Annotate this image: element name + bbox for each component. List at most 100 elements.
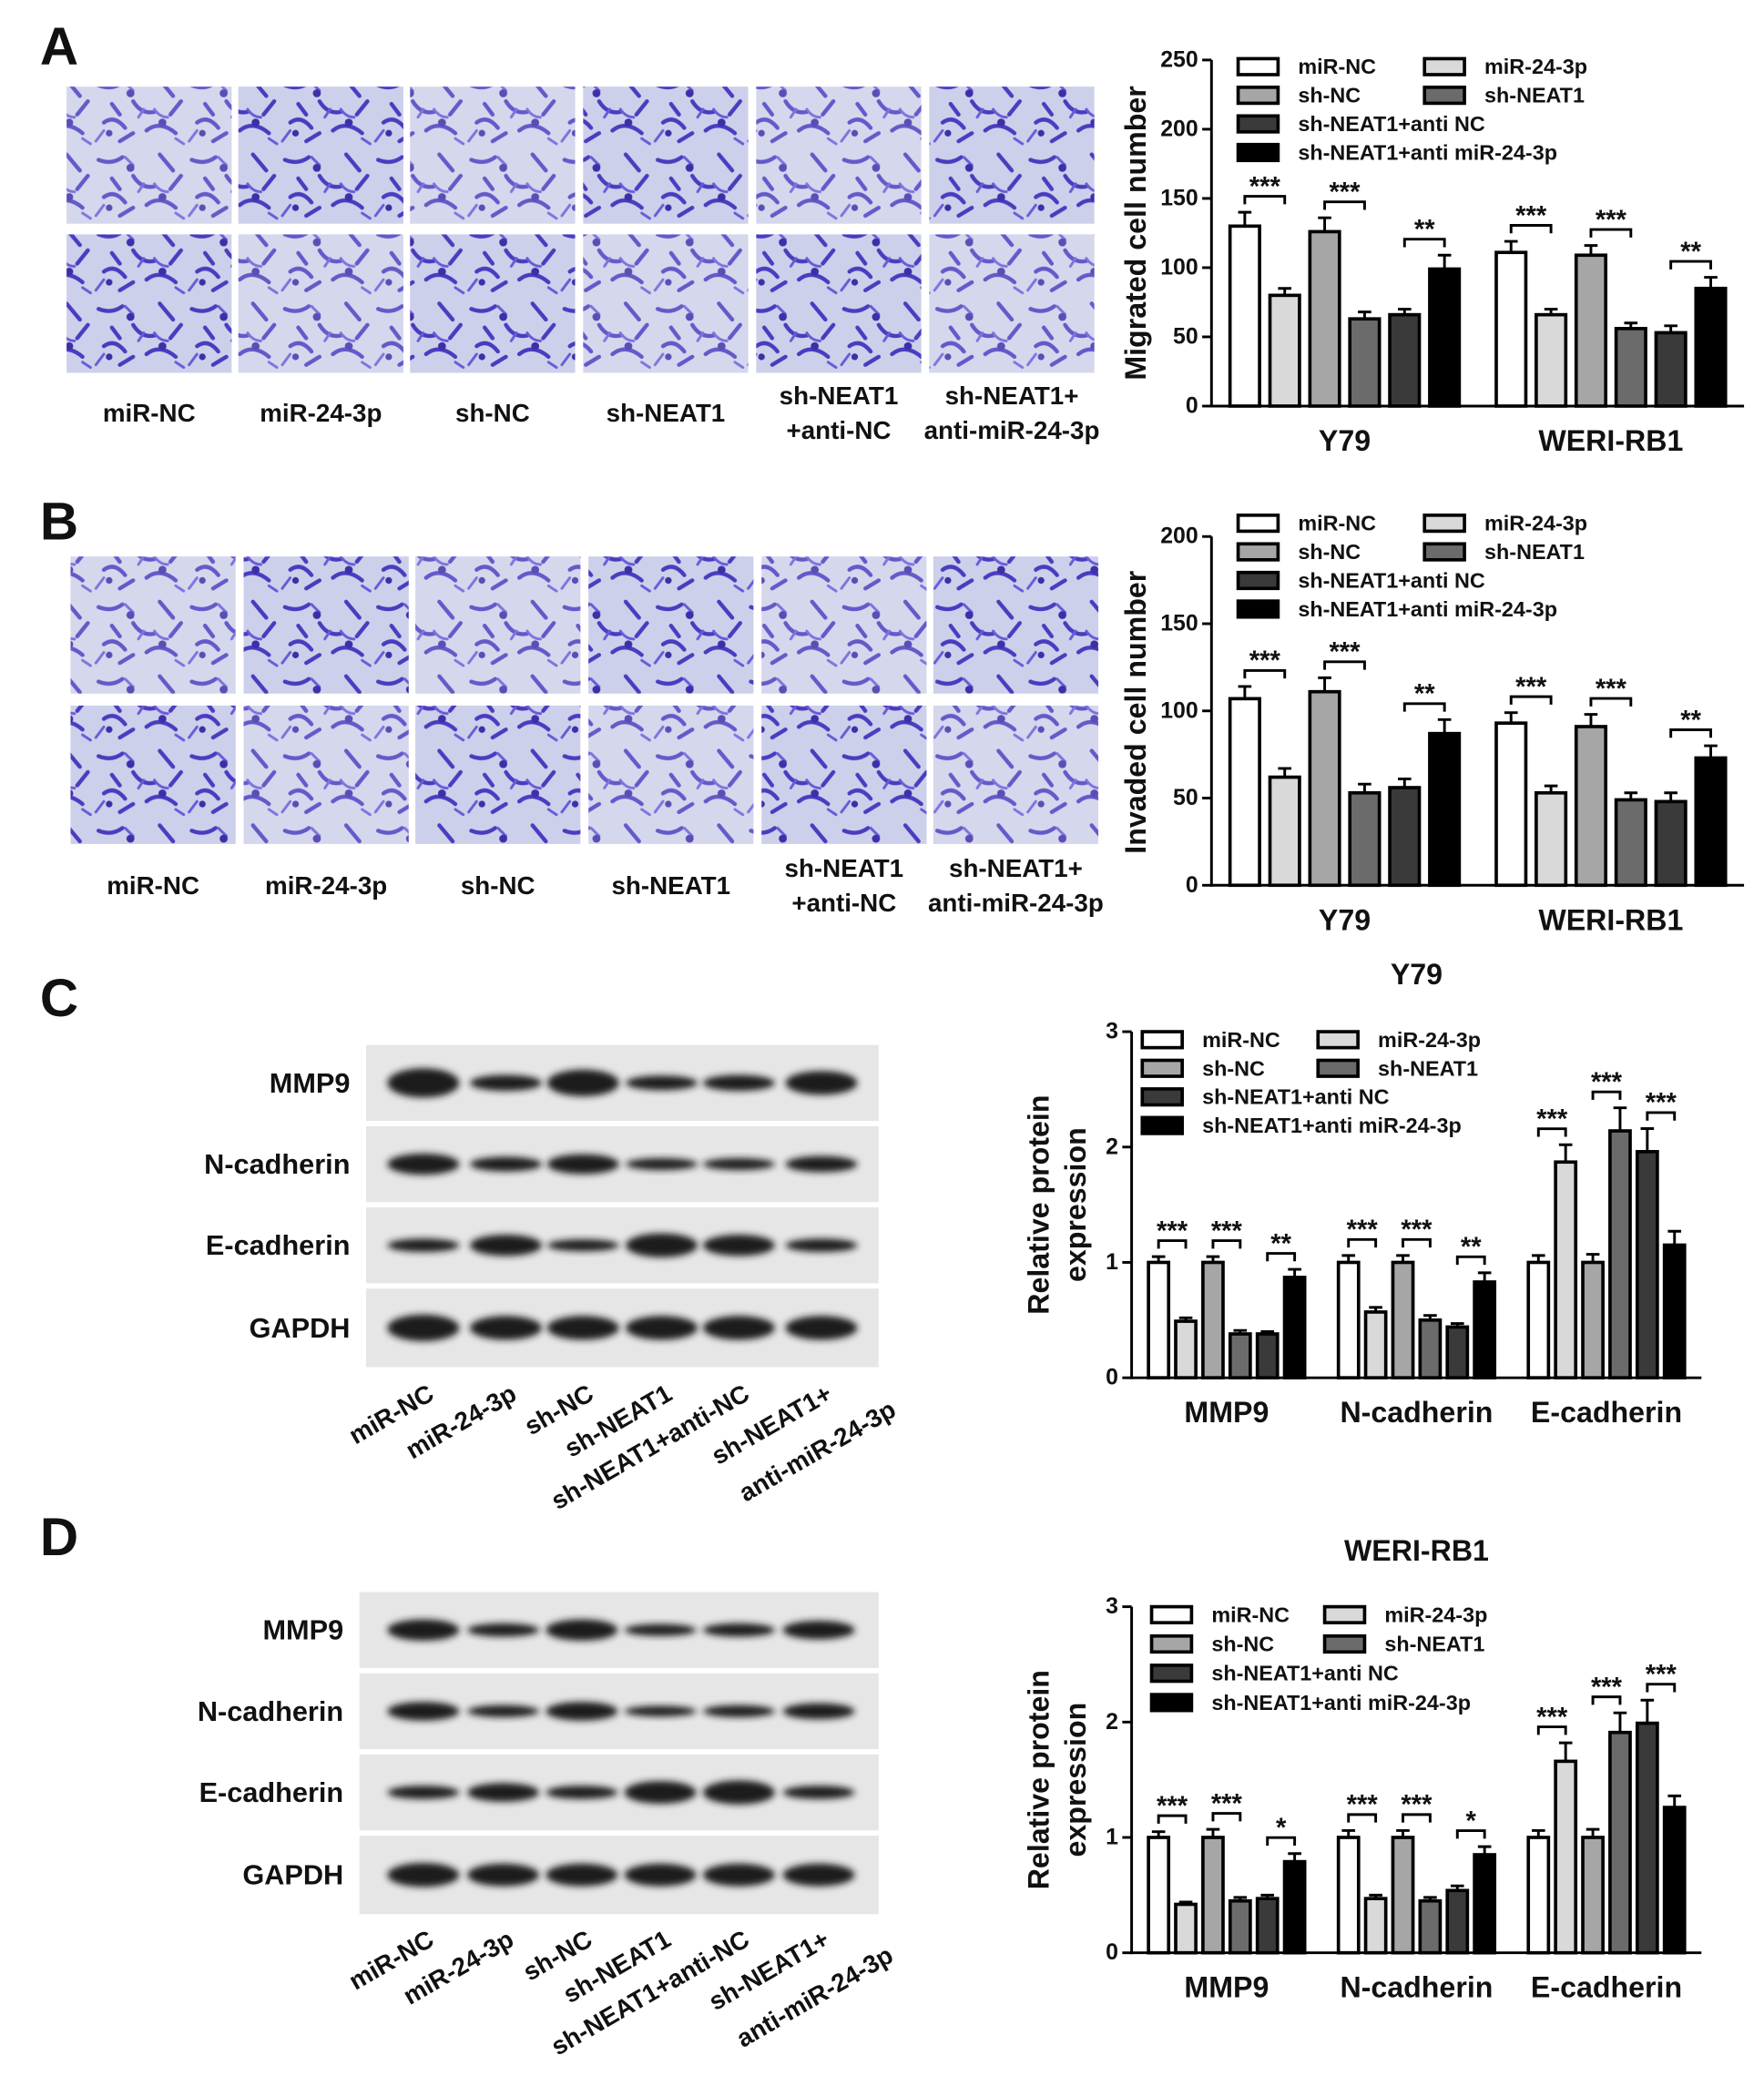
legend-swatch — [1149, 1693, 1194, 1713]
blot-row-label: E-cadherin — [199, 1776, 344, 1808]
blot-band — [546, 1863, 618, 1887]
image-label: +anti-NC — [791, 889, 896, 917]
legend-label: sh-NEAT1+anti miR-24-3p — [1211, 1691, 1471, 1715]
significance-label: ** — [1680, 238, 1701, 267]
chart-title: WERI-RB1 — [1344, 1534, 1489, 1567]
significance-bracket — [1402, 702, 1446, 712]
bar — [1308, 229, 1341, 408]
legend-swatch — [1422, 514, 1466, 534]
legend-label: miR-NC — [1298, 55, 1376, 78]
error-bar — [1704, 276, 1718, 289]
micrograph — [66, 86, 232, 224]
y-tick-label: 150 — [1160, 186, 1198, 210]
x-tick-label: WERI-RB1 — [1538, 424, 1683, 457]
significance-label: ** — [1414, 680, 1435, 709]
bar — [1268, 293, 1301, 408]
blot-band — [624, 1781, 697, 1804]
blot-band — [467, 1704, 540, 1717]
bar — [1282, 1859, 1307, 1955]
bar — [1336, 1260, 1361, 1379]
y-tick-label: 0 — [1106, 1940, 1118, 1965]
y-tick-label: 200 — [1160, 524, 1198, 549]
bar — [1694, 286, 1728, 408]
legend-swatch — [1322, 1604, 1367, 1624]
blot-band — [387, 1786, 460, 1799]
blot-band — [546, 1069, 619, 1096]
legend-swatch — [1236, 114, 1280, 134]
y-axis-label: expression — [1059, 1703, 1092, 1857]
y-tick-label: 0 — [1186, 873, 1198, 898]
y-tick-label: 1 — [1106, 1250, 1118, 1275]
blot-band — [702, 1074, 775, 1092]
legend-label: miR-NC — [1202, 1028, 1280, 1052]
blot-band — [470, 1235, 542, 1257]
significance-bracket — [1455, 1255, 1486, 1266]
bar — [1308, 689, 1341, 888]
bar — [1201, 1260, 1225, 1379]
micrograph — [410, 86, 576, 224]
micrograph — [66, 234, 232, 373]
significance-bracket — [1402, 1813, 1432, 1823]
bar — [1391, 1836, 1415, 1955]
legend-label: sh-NC — [1202, 1056, 1265, 1080]
bar — [1348, 790, 1382, 888]
blot-band — [702, 1704, 775, 1717]
y-tick-label: 100 — [1160, 698, 1198, 723]
legend-swatch — [1140, 1058, 1184, 1078]
significance-bracket — [1323, 660, 1366, 670]
blot-band — [624, 1705, 697, 1717]
blot-band — [785, 1155, 858, 1173]
significance-bracket — [1347, 1237, 1378, 1248]
bar — [1473, 1280, 1497, 1379]
micrograph — [756, 86, 922, 224]
significance-label: * — [1466, 1806, 1477, 1836]
image-label: sh-NEAT1+ — [945, 382, 1079, 410]
significance-label: *** — [1536, 1703, 1568, 1732]
legend-swatch — [1149, 1604, 1194, 1624]
legend-swatch — [1140, 1087, 1184, 1107]
significance-label: ** — [1461, 1233, 1482, 1262]
legend-label: sh-NEAT1+anti miR-24-3p — [1202, 1114, 1462, 1137]
y-tick-label: 3 — [1106, 1594, 1118, 1619]
blot-band — [546, 1619, 618, 1641]
blot-band — [624, 1863, 697, 1887]
micrograph — [588, 705, 754, 844]
significance-bracket — [1536, 1127, 1567, 1137]
bar — [1282, 1276, 1307, 1379]
blot-band — [387, 1702, 460, 1721]
blot-band — [470, 1074, 542, 1092]
blot-band — [782, 1786, 855, 1799]
micrograph — [588, 556, 754, 694]
legend-swatch — [1236, 142, 1280, 163]
legend-label: sh-NEAT1+anti NC — [1211, 1662, 1399, 1685]
legend-swatch — [1316, 1058, 1360, 1078]
significance-bracket — [1157, 1239, 1188, 1249]
significance-bracket — [1211, 1239, 1242, 1249]
bar — [1526, 1260, 1551, 1379]
bar — [1635, 1721, 1659, 1955]
legend-label: sh-NEAT1 — [1384, 1633, 1484, 1656]
bar — [1614, 327, 1647, 408]
blot-band — [782, 1703, 855, 1720]
blot-band — [785, 1071, 858, 1095]
x-tick-label: N-cadherin — [1340, 1971, 1493, 2004]
blot-row-label: N-cadherin — [198, 1695, 343, 1727]
bar — [1348, 317, 1382, 408]
bar — [1654, 799, 1688, 888]
error-bar — [1640, 1698, 1655, 1724]
significance-bracket — [1157, 1814, 1188, 1824]
x-tick-label: Y79 — [1319, 424, 1371, 457]
blot-band — [626, 1316, 698, 1340]
bar — [1554, 1160, 1578, 1379]
micrograph — [410, 234, 576, 373]
significance-bracket — [1669, 259, 1712, 270]
blot-band — [546, 1239, 619, 1252]
legend-label: sh-NC — [1211, 1633, 1274, 1656]
image-label: miR-24-3p — [265, 871, 387, 900]
significance-label: *** — [1401, 1216, 1433, 1245]
blot-band — [782, 1620, 855, 1640]
bar — [1336, 1836, 1361, 1955]
significance-label: *** — [1536, 1104, 1568, 1134]
x-tick-label: E-cadherin — [1531, 1971, 1682, 2004]
significance-bracket — [1243, 195, 1287, 205]
